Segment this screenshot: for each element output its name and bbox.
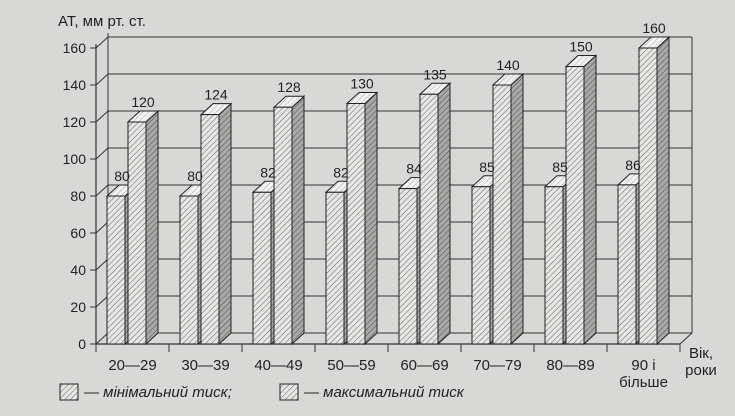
x-tick-label: 30—39	[181, 357, 229, 374]
data-label: 130	[350, 76, 374, 92]
y-tick-label: 160	[63, 40, 87, 56]
grid-depth-line	[95, 36, 109, 49]
grid-depth-line	[95, 332, 109, 345]
x-axis-title: Вік,	[689, 345, 713, 362]
y-tick-label: 100	[63, 151, 87, 167]
x-tick-label: 80—89	[546, 357, 594, 374]
data-label: 80	[187, 168, 203, 184]
data-label: 86	[625, 157, 641, 173]
grid-depth-line	[95, 147, 109, 160]
bar-front	[273, 106, 293, 345]
y-tick-label: 0	[78, 336, 86, 352]
x-tick-label: 40—49	[254, 357, 302, 374]
data-label: 82	[333, 164, 349, 180]
data-label: 124	[204, 87, 228, 103]
x-tick-label: 50—59	[327, 357, 375, 374]
legend-label: — максимальний тиск	[303, 384, 465, 401]
data-label: 84	[406, 161, 422, 177]
bar-front	[398, 188, 418, 345]
x-tick-label: 70—79	[473, 357, 521, 374]
y-tick-label: 140	[63, 77, 87, 93]
bar-front	[252, 191, 272, 345]
bar-front	[325, 191, 345, 345]
legend: — мінімальний тиск; — максимальний тиск	[59, 383, 465, 401]
y-tick-label: 20	[70, 299, 86, 315]
y-axis-title: АТ, мм рт. ст.	[58, 13, 146, 30]
bar-max	[126, 109, 160, 346]
bar-side	[583, 54, 597, 346]
grid-depth-line	[95, 295, 109, 308]
bar-max	[564, 54, 598, 346]
grid-depth-line	[95, 184, 109, 197]
bar-front	[127, 121, 147, 345]
x-tick-label: 90 і	[631, 357, 655, 374]
grid-depth-line	[95, 258, 109, 271]
labels: 0 20 40 60 80 100 120 140 160 80 120 20—29 80 124 30—3…	[58, 13, 717, 391]
data-label: 128	[277, 79, 301, 95]
bar-front	[200, 114, 220, 345]
bar-side	[291, 95, 305, 346]
bar-front	[106, 195, 126, 345]
data-label: 160	[642, 20, 666, 36]
x-axis-title: роки	[685, 362, 717, 379]
bar-front	[179, 195, 199, 345]
bar-side	[364, 91, 378, 346]
y-tick-label: 80	[70, 188, 86, 204]
data-label: 150	[569, 39, 593, 55]
bar-side	[656, 35, 670, 346]
floor-right-edge	[679, 332, 693, 345]
data-label: 135	[423, 66, 447, 82]
x-tick-label: 60—69	[400, 357, 448, 374]
bar-side	[510, 72, 524, 346]
legend-swatch	[279, 383, 299, 401]
data-label: 85	[552, 159, 568, 175]
bar-max	[491, 72, 525, 346]
bar-front	[419, 93, 439, 345]
bar-front	[471, 186, 491, 345]
grid-depth-line	[95, 110, 109, 123]
bar-front	[565, 66, 585, 345]
data-label: 120	[131, 94, 155, 110]
x-tick-label: 20—29	[108, 357, 156, 374]
bar-max	[418, 82, 452, 346]
bar-max	[637, 35, 671, 346]
legend-label: — мінімальний тиск;	[83, 384, 232, 401]
data-label: 140	[496, 57, 520, 73]
data-label: 80	[114, 168, 130, 184]
bar-front	[617, 184, 637, 345]
y-tick-label: 60	[70, 225, 86, 241]
x-tick-label: більше	[619, 374, 668, 391]
bars	[105, 35, 671, 346]
bar-side	[145, 109, 159, 346]
grid-depth-line	[95, 221, 109, 234]
y-tick-label: 120	[63, 114, 87, 130]
legend-swatch	[59, 383, 79, 401]
bar-max	[345, 91, 379, 346]
bar-front	[638, 47, 658, 345]
bar-side	[437, 82, 451, 346]
bar-max	[199, 102, 233, 346]
grid-depth-line	[95, 73, 109, 86]
data-label: 85	[479, 159, 495, 175]
bar-front	[492, 84, 512, 345]
bar-front	[346, 103, 366, 345]
y-tick-label: 40	[70, 262, 86, 278]
bar-side	[218, 102, 232, 346]
data-label: 82	[260, 164, 276, 180]
bar-max	[272, 95, 306, 346]
bar-front	[544, 186, 564, 345]
